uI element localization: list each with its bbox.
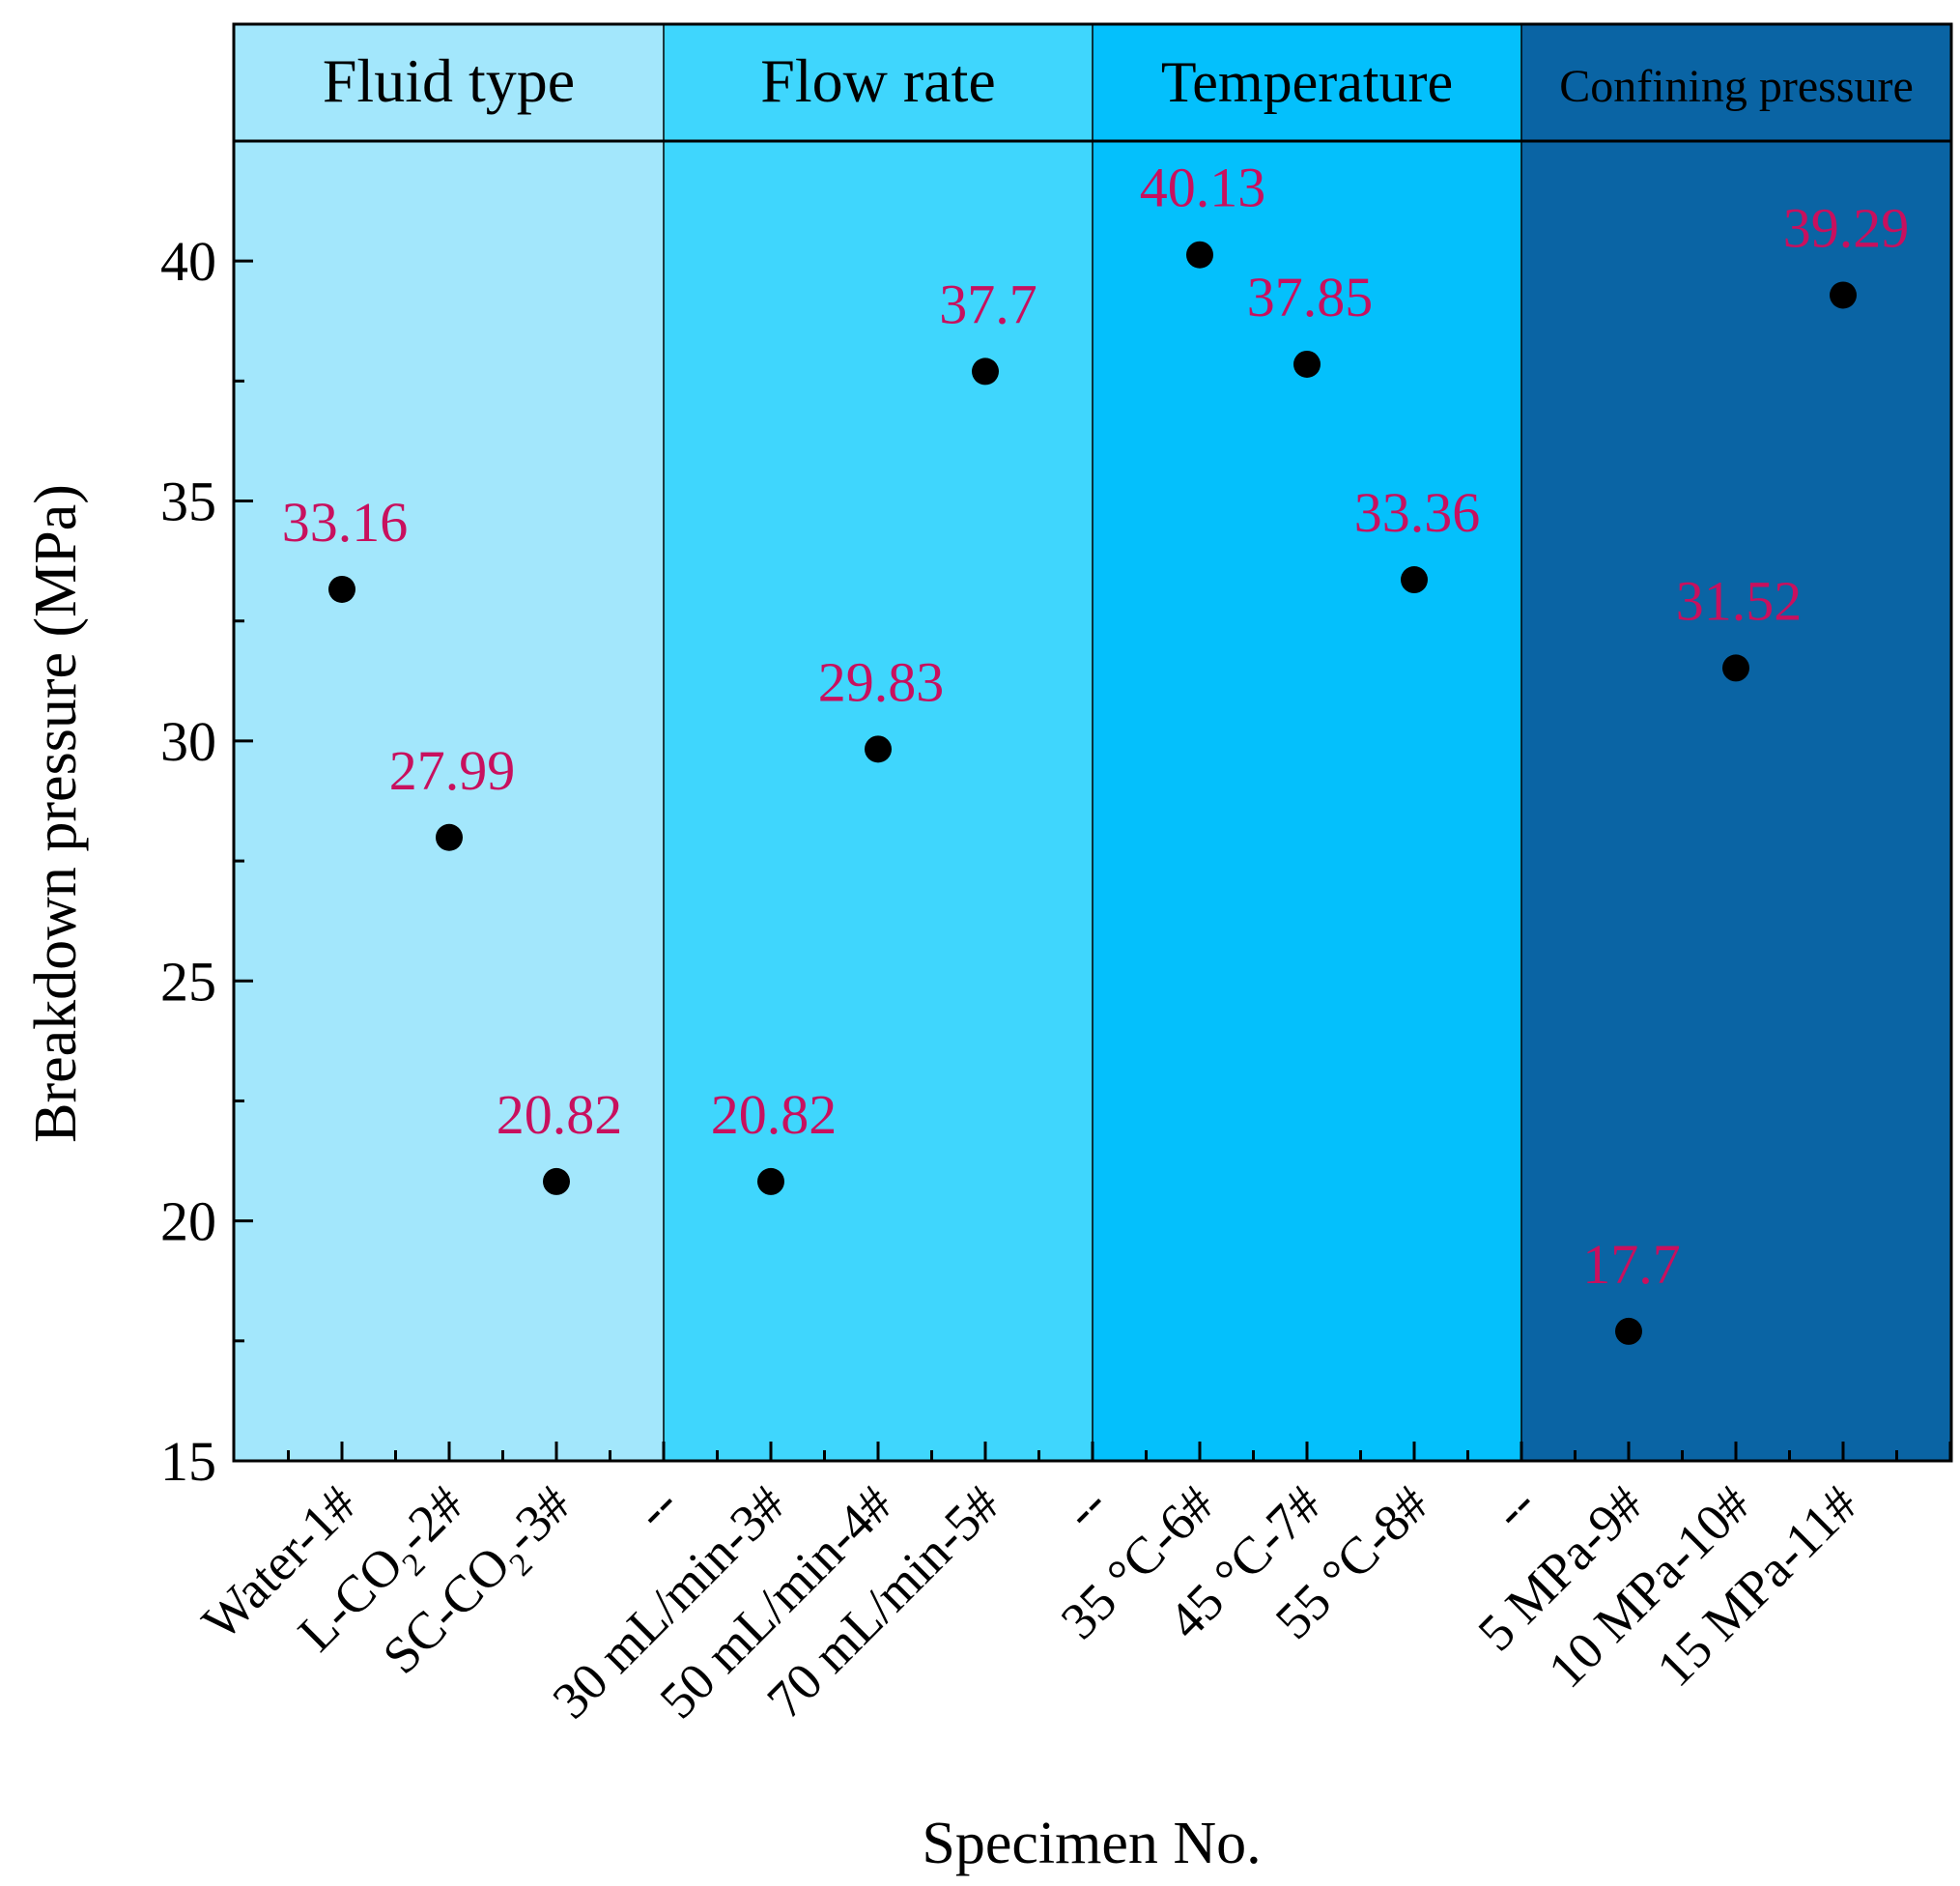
data-label: 20.82 (711, 1083, 838, 1146)
y-tick-label: 20 (160, 1190, 216, 1253)
x-category-label: -- (624, 1474, 690, 1540)
data-label: 39.29 (1783, 196, 1910, 259)
x-category-labels: Water-1#L-CO2-2#SC-CO2-3# --30 mL/min-3#5… (191, 1474, 1869, 1729)
y-tick-label: 15 (160, 1430, 216, 1493)
y-tick-label: 40 (160, 230, 216, 293)
data-label: 31.52 (1676, 569, 1803, 632)
axis-ticks: 15 20 25 30 35 40 (160, 139, 1952, 1493)
data-label: 37.7 (939, 272, 1037, 335)
group-title-0: Fluid type (323, 46, 575, 115)
data-label: 20.82 (497, 1083, 623, 1146)
data-labels: 33.16 27.99 20.82 20.82 29.83 37.7 40.13 37.85 3… (282, 157, 1910, 1296)
band-0 (234, 24, 664, 1461)
y-tick-label: 25 (160, 950, 216, 1013)
data-point (1722, 654, 1749, 682)
data-points (328, 241, 1857, 1345)
data-point (757, 1167, 784, 1195)
data-point (1293, 350, 1321, 378)
x-axis-title: Specimen No. (922, 1811, 1261, 1876)
group-headers: Fluid type Flow rate Temperature Confining … (232, 22, 1953, 1463)
group-title-3: Confining pressure (1559, 61, 1914, 112)
data-point (1401, 566, 1428, 594)
y-axis-title: Breakdown pressure (MPa) (23, 484, 89, 1143)
data-point (1186, 241, 1213, 269)
band-3 (1521, 24, 1951, 1461)
band-2 (1093, 24, 1521, 1461)
x-category-label: -- (1053, 1474, 1119, 1540)
data-point (436, 823, 463, 851)
data-point (972, 357, 999, 386)
data-label: 37.85 (1247, 266, 1374, 329)
data-label: 17.7 (1582, 1233, 1681, 1296)
data-point (543, 1167, 570, 1195)
data-point (1615, 1317, 1642, 1345)
y-tick-label: 30 (160, 710, 216, 773)
y-tick-label: 35 (160, 471, 216, 533)
x-category-label: -- (1482, 1474, 1548, 1540)
data-label: 40.13 (1140, 157, 1266, 219)
data-point (865, 735, 892, 763)
data-label: 33.36 (1354, 481, 1481, 544)
data-point (1830, 281, 1857, 309)
data-point (328, 575, 355, 603)
data-label: 33.16 (282, 491, 409, 554)
group-title-2: Temperature (1161, 50, 1453, 114)
data-label: 29.83 (818, 650, 945, 713)
group-title-1: Flow rate (760, 46, 996, 115)
data-label: 27.99 (389, 739, 516, 802)
